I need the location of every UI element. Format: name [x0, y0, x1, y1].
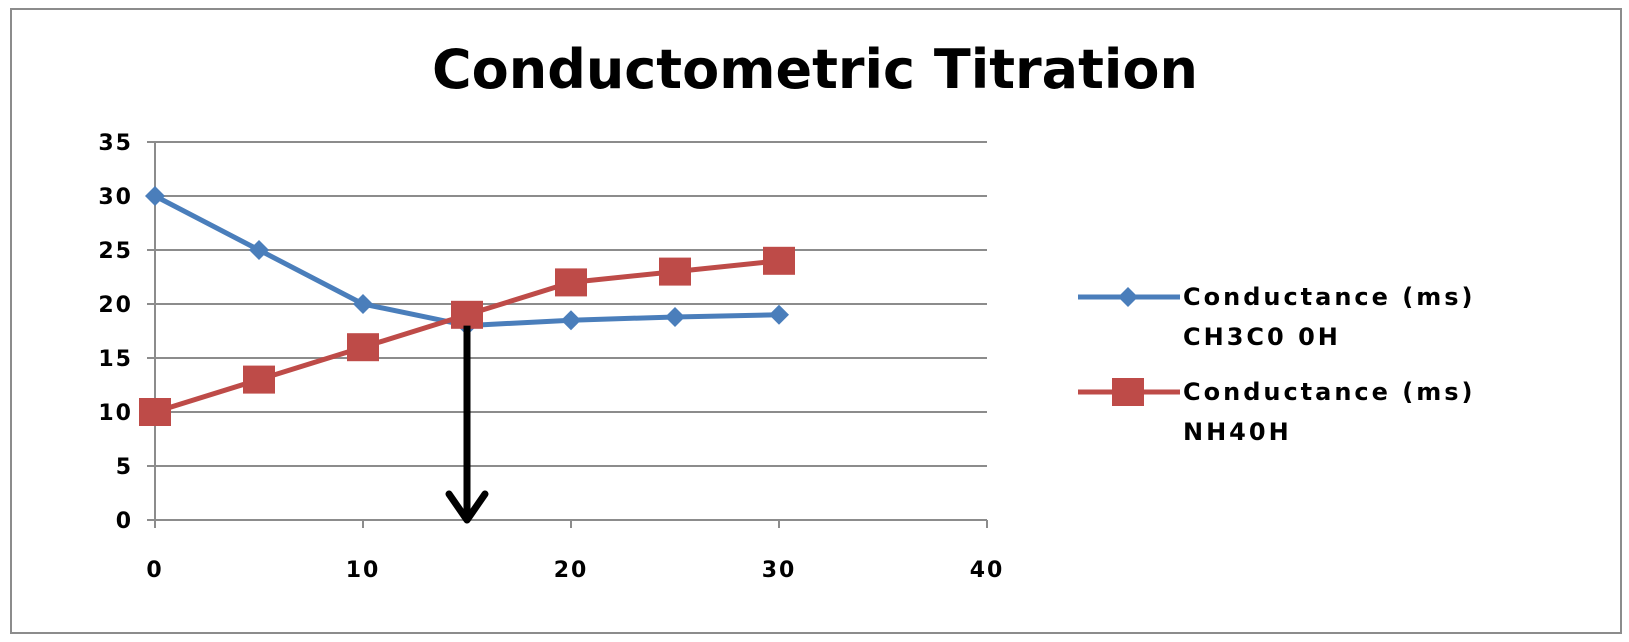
data-point	[555, 268, 587, 297]
y-tick-label: 5	[116, 455, 133, 480]
data-point	[451, 300, 483, 329]
legend-label: CH3C0 0H	[1183, 323, 1341, 351]
y-tick-label: 35	[98, 131, 133, 156]
y-tick-label: 15	[98, 347, 133, 372]
data-point	[659, 257, 691, 286]
data-point	[763, 246, 795, 275]
data-point	[665, 306, 685, 327]
data-point	[139, 398, 171, 426]
chart-title: Conductometric Titration	[432, 38, 1198, 101]
x-tick-label: 10	[346, 558, 381, 583]
data-point	[145, 186, 165, 206]
data-point	[347, 333, 379, 362]
legend-label: NH40H	[1183, 418, 1292, 446]
data-point	[243, 365, 275, 394]
arrow-head	[445, 490, 489, 524]
y-tick-label: 30	[98, 185, 133, 210]
data-point	[353, 294, 373, 314]
x-tick-label: 20	[554, 558, 589, 583]
y-tick-label: 25	[98, 239, 133, 264]
legend-entry-2: Conductance (ms) NH40H	[1078, 378, 1476, 446]
legend-label: Conductance (ms)	[1183, 378, 1476, 406]
equivalence-arrow	[445, 325, 489, 524]
data-point	[249, 240, 269, 260]
data-point	[561, 310, 581, 331]
x-tick-label: 40	[970, 558, 1005, 583]
legend-label: Conductance (ms)	[1183, 283, 1476, 311]
legend-marker	[1112, 378, 1144, 406]
data-point	[769, 304, 789, 325]
series-2	[139, 246, 795, 426]
x-tick-label: 0	[146, 558, 163, 583]
y-tick-label: 0	[116, 509, 133, 534]
legend-entry-1: Conductance (ms) CH3C0 0H	[1078, 283, 1476, 351]
legend-marker	[1118, 287, 1138, 307]
y-tick-label: 20	[98, 293, 133, 318]
y-tick-label: 10	[98, 401, 133, 426]
chart-frame	[10, 8, 1622, 634]
x-tick-label: 30	[762, 558, 797, 583]
